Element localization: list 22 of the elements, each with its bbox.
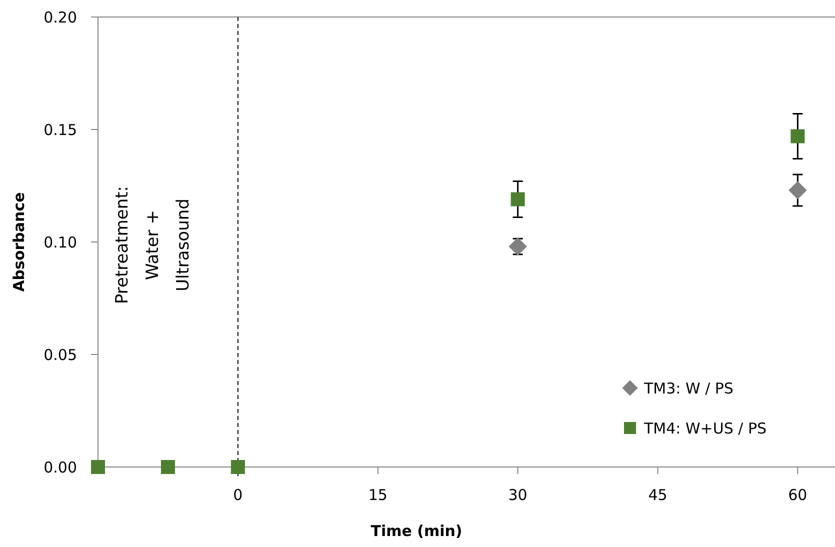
point: [788, 181, 807, 200]
legend-label: TM4: W+US / PS: [643, 419, 767, 438]
annotation: Pretreatment: Water + Ultrasound: [112, 186, 194, 304]
legend-label: TM3: W / PS: [643, 379, 734, 398]
point: [790, 129, 805, 144]
point: [91, 460, 105, 474]
y-tick-label: 0.00: [44, 458, 77, 476]
point: [230, 460, 245, 474]
y-axis-title: Absorbance: [10, 192, 28, 292]
point: [160, 460, 175, 474]
x-tick-label: 45: [648, 486, 668, 504]
x-axis-title: Time (min): [370, 522, 462, 540]
point: [510, 192, 525, 206]
x-tick-label: 0: [233, 486, 243, 504]
y-tick-label: 0.15: [44, 120, 77, 139]
point: [508, 237, 527, 256]
x-tick-label: 30: [508, 486, 528, 504]
x-tick-label: 15: [368, 486, 388, 504]
y-tick-label: 0.05: [44, 346, 77, 364]
y-tick-label: 0.10: [44, 233, 77, 252]
x-tick-label: 60: [788, 486, 808, 504]
y-tick-label: 0.20: [44, 8, 77, 26]
